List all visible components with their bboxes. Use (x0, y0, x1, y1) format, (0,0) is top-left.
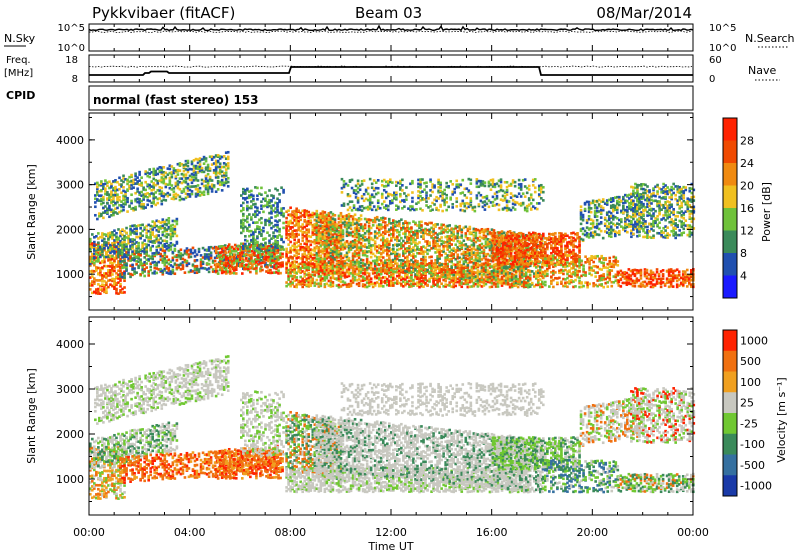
y-tick-label: 1000 (56, 473, 84, 486)
cpid-label: CPID (6, 89, 35, 102)
power-colorbar-label: Power [dB] (760, 182, 773, 242)
velocity-colorbar-label: Velocity [m s⁻¹] (775, 377, 788, 462)
nave-tick-top: 60 (709, 55, 722, 66)
velocity-data (89, 355, 696, 500)
colorbar-swatch (723, 454, 737, 476)
freq-trace (89, 66, 693, 76)
colorbar-tick-label: -100 (740, 438, 765, 451)
colorbar-swatch (723, 350, 737, 372)
colorbar-swatch (723, 208, 737, 231)
colorbar-tick-label: -500 (740, 459, 765, 472)
velocity-colorbar: 1000 500 100 25 -25 -100 -500 -1000 (722, 329, 772, 497)
colorbar-swatch (723, 433, 737, 455)
colorbar-swatch (723, 330, 737, 352)
colorbar-tick-label: 20 (740, 180, 754, 193)
x-axis-label: Time UT (367, 540, 413, 553)
colorbar-tick-label: 1000 (740, 334, 768, 347)
nsky-panel: N.Sky 10^5 10^0 10^5 10^0 N.Search (4, 23, 795, 54)
colorbar-swatch (723, 275, 737, 299)
colorbar-swatch (723, 413, 737, 435)
colorbar-tick-label: 4 (740, 270, 747, 283)
x-tick-label: 08:00 (274, 526, 306, 539)
colorbar-tick-label: 8 (740, 247, 747, 260)
colorbar-swatch (723, 230, 737, 254)
nave-label: Nave (748, 64, 776, 77)
colorbar-tick-label: -25 (740, 417, 758, 430)
beam-title: Beam 03 (355, 4, 422, 22)
power-data (89, 150, 696, 295)
x-tick-label: 12:00 (375, 526, 407, 539)
nsearch-trace (88, 30, 693, 33)
colorbar-swatch (723, 392, 737, 414)
y-tick-label: 3000 (56, 383, 84, 396)
colorbar-swatch (723, 140, 737, 164)
x-tick-label: 16:00 (476, 526, 508, 539)
power-colorbar: 4 8 12 16 20 24 28 (722, 117, 754, 299)
colorbar-swatch (723, 163, 737, 186)
colorbar-tick-label: 12 (740, 225, 754, 238)
y-tick-label: 1000 (56, 268, 84, 281)
colorbar-tick-label: 24 (740, 157, 754, 170)
power-y-axis-label: Slant Range [km] (25, 164, 38, 260)
colorbar-tick-label: 25 (740, 397, 754, 410)
colorbar-tick-label: 28 (740, 135, 754, 148)
y-tick-label: 2000 (56, 223, 84, 236)
nsearch-tick-top: 10^5 (709, 23, 736, 34)
x-tick-label: 20:00 (576, 526, 608, 539)
velocity-y-axis: 1000 2000 3000 4000 (56, 321, 693, 502)
colorbar-tick-label: 16 (740, 202, 754, 215)
colorbar-swatch (723, 118, 737, 141)
colorbar-swatch (723, 475, 737, 497)
nsearch-label: N.Search (745, 32, 795, 45)
colorbar-tick-label: 100 (740, 376, 761, 389)
station-title: Pykkvibaer (fitACF) (92, 4, 235, 22)
nsky-tick-top: 10^5 (58, 23, 85, 34)
cpid-text: normal (fast stereo) 153 (93, 93, 259, 107)
x-tick-label: 00:00 (677, 526, 709, 539)
nsky-label: N.Sky (4, 32, 36, 45)
freq-tick-bottom: 8 (72, 74, 78, 85)
x-tick-label: 04:00 (174, 526, 206, 539)
colorbar-swatch (723, 185, 737, 209)
y-tick-label: 4000 (56, 134, 84, 147)
colorbar-tick-label: 500 (740, 355, 761, 368)
power-panel: 1000 2000 3000 4000 Slant Range [km] 4 8 12 16… (25, 112, 773, 311)
cpid-strip: normal (fast stereo) 153 (88, 85, 694, 111)
velocity-panel: 1000 2000 3000 4000 Slant Range [km] 1000 50… (25, 316, 788, 516)
y-tick-label: 4000 (56, 338, 84, 351)
colorbar-swatch (723, 371, 737, 393)
colorbar-tick-label: -1000 (740, 480, 772, 493)
colorbar-swatch (723, 253, 737, 276)
nsearch-tick-bottom: 10^0 (709, 43, 736, 54)
y-tick-label: 2000 (56, 428, 84, 441)
nsky-tick-bottom: 10^0 (58, 43, 85, 54)
freq-tick-top: 18 (65, 55, 78, 66)
nave-tick-bottom: 0 (709, 74, 715, 85)
freq-label: Freq. (6, 55, 31, 66)
date-title: 08/Mar/2014 (596, 4, 692, 22)
x-tick-label: 00:00 (73, 526, 105, 539)
velocity-y-axis-label: Slant Range [km] (25, 368, 38, 464)
y-tick-label: 3000 (56, 179, 84, 192)
freq-unit-label: [MHz] (4, 68, 33, 79)
x-axis: 00:00 04:00 08:00 12:00 16:00 20:00 00:00 (73, 24, 709, 539)
